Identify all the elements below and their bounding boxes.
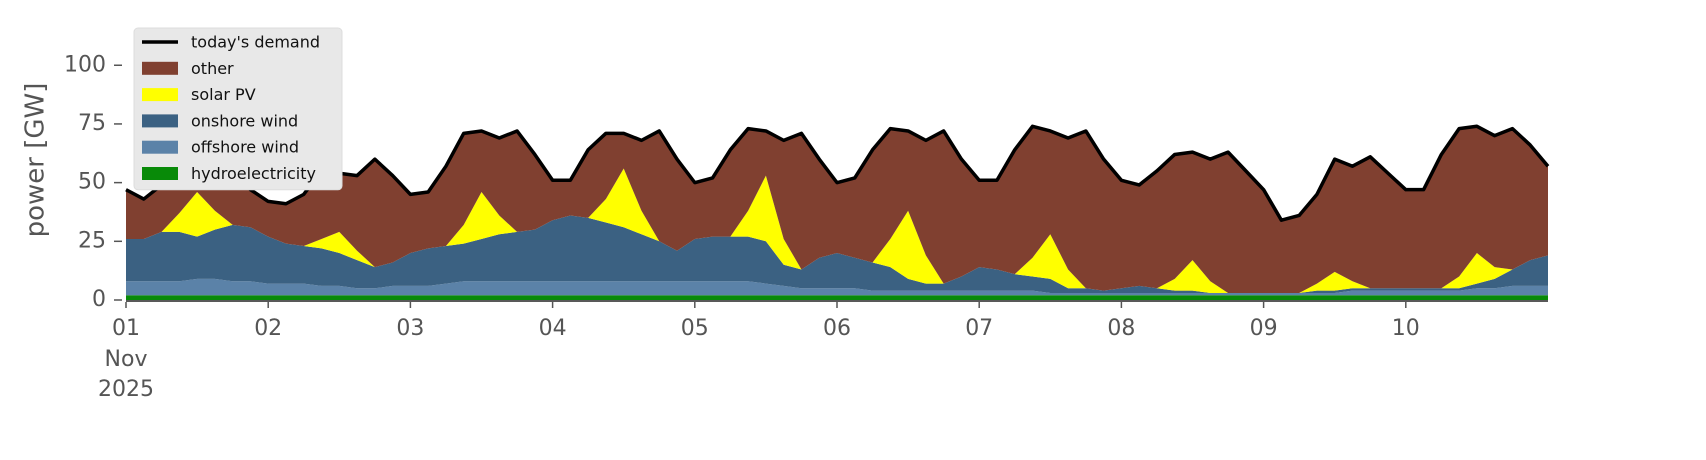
x-tick-label: 03: [396, 316, 424, 341]
y-tick-label: 0: [92, 287, 106, 312]
line: [125, 124, 1550, 222]
y-tick-label: 50: [78, 170, 106, 195]
legend-label: today's demand: [191, 33, 320, 52]
legend: today's demand other solar PV onshore wind o…: [133, 27, 343, 191]
y-tick-label: 75: [78, 111, 106, 136]
area: [126, 126, 1548, 293]
x-tick-label: 07: [965, 316, 993, 341]
area: [126, 295, 1548, 300]
y-axis-label: power [GW]: [21, 83, 51, 238]
legend-label: hydroelectricity: [191, 164, 316, 183]
x-tick-label: 04: [539, 316, 567, 341]
legend-label: onshore wind: [191, 111, 298, 130]
legend-handle: [142, 114, 178, 128]
x-tick-sublabel: Nov: [105, 347, 148, 372]
x-tick-label: 01: [112, 316, 140, 341]
legend-handle: [142, 88, 178, 102]
legend-handle: [142, 167, 178, 180]
y-tick-label: 100: [64, 52, 106, 77]
legend-handle: [142, 140, 178, 154]
y-tick-label: 25: [78, 228, 106, 253]
x-tick-label: 09: [1250, 316, 1278, 341]
legend-label: solar PV: [191, 85, 256, 104]
area: [126, 168, 1548, 293]
legend-handle: [142, 61, 178, 75]
x-tick-label: 06: [823, 316, 851, 341]
x-tick-label: 08: [1107, 316, 1135, 341]
x-tick-label: 02: [254, 316, 282, 341]
legend-box: [133, 27, 343, 191]
x-tick-label: 10: [1392, 316, 1420, 341]
x-tick-label: 05: [681, 316, 709, 341]
legend-label: offshore wind: [191, 138, 299, 157]
area: [126, 215, 1548, 293]
legend-label: other: [191, 59, 234, 78]
x-tick-sublabel: 2025: [98, 377, 154, 402]
area: [126, 278, 1548, 296]
